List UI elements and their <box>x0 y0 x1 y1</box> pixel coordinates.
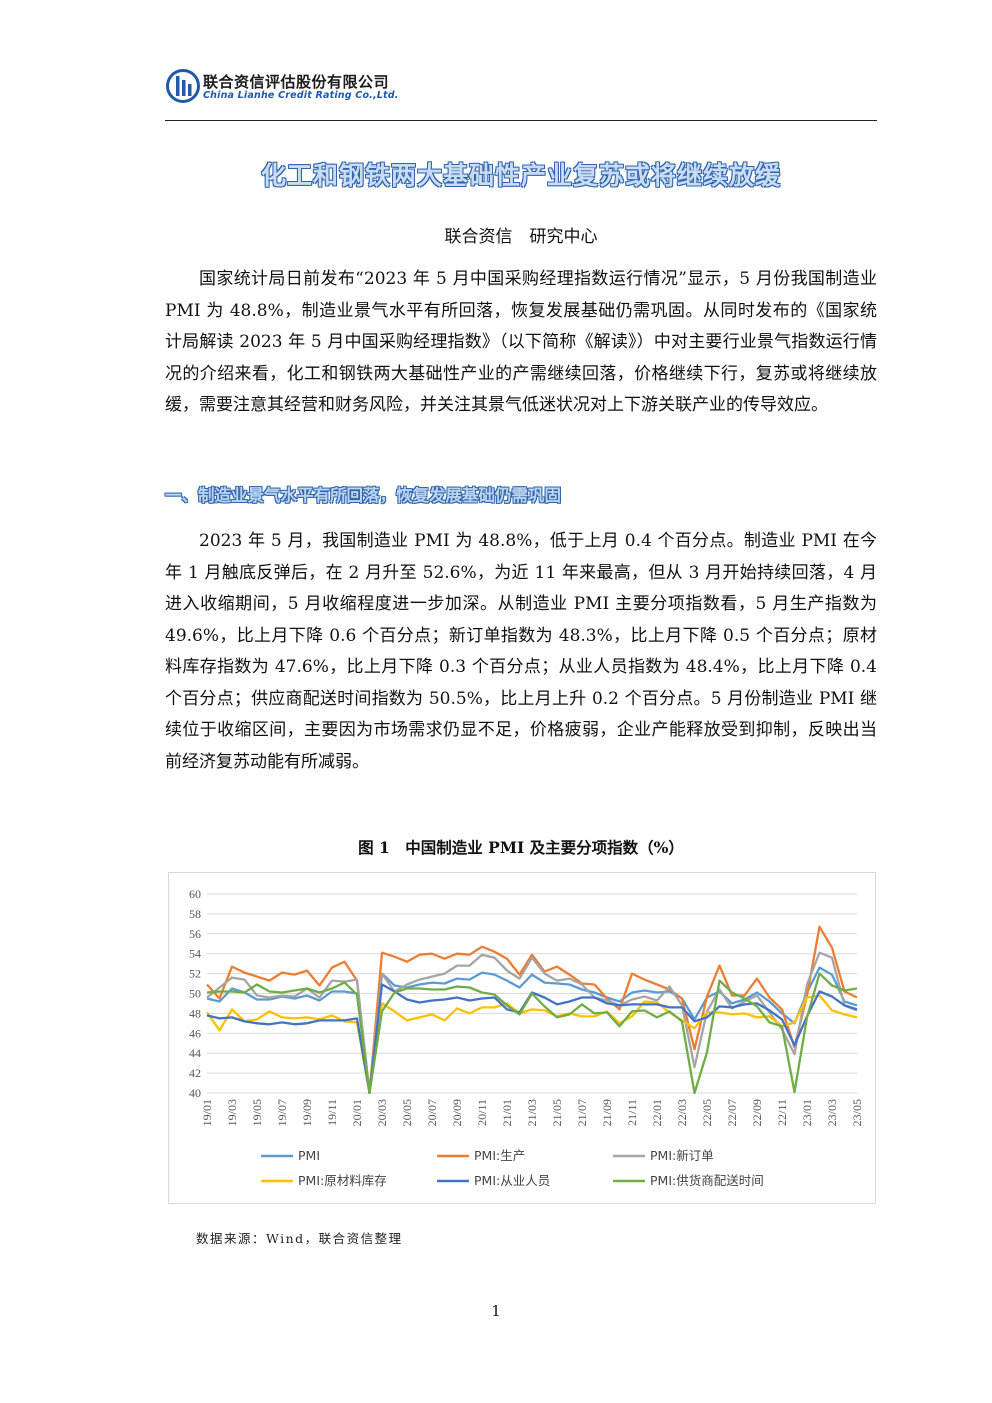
figure-caption: 图 1 中国制造业 PMI 及主要分项指数（%） <box>358 838 684 857</box>
page-header: 联合资信评估股份有限公司 China Lianhe Credit Rating … <box>165 64 877 121</box>
x-tick-label: 20/03 <box>375 1099 389 1126</box>
x-tick-label: 23/01 <box>800 1099 814 1126</box>
legend-label: PMI:生产 <box>474 1148 525 1163</box>
document-title: 化工和钢铁两大基础性产业复苏或将继续放缓 <box>260 161 781 190</box>
y-tick-label: 42 <box>189 1066 201 1080</box>
chart-legend: PMI PMI:生产 PMI:新订单 PMI:原材料库存 PMI:从业人员 PMI:供货商… <box>261 1148 764 1188</box>
y-tick-label: 60 <box>189 887 201 901</box>
x-tick-label: 23/03 <box>825 1099 839 1126</box>
y-tick-label: 40 <box>189 1086 201 1100</box>
section-heading: 一、制造业景气水平有所回落，恢复发展基础仍需巩固 <box>165 486 561 505</box>
y-axis-ticks: 40 42 44 46 48 50 52 54 56 58 60 <box>189 887 201 1100</box>
x-tick-label: 22/01 <box>650 1099 664 1126</box>
x-tick-label: 21/05 <box>550 1099 564 1126</box>
x-tick-label: 23/05 <box>850 1099 864 1126</box>
legend-label: PMI:原材料库存 <box>298 1173 387 1188</box>
x-tick-label: 20/01 <box>350 1099 364 1126</box>
company-logo-icon <box>166 69 200 103</box>
document-author: 联合资信 研究中心 <box>444 227 598 247</box>
source-note: 数据来源：Wind，联合资信整理 <box>196 1231 403 1246</box>
pmi-line-chart: 40 42 44 46 48 50 52 54 56 58 60 19/01 19/03 19/05 19… <box>168 872 876 1204</box>
x-tick-label: 19/11 <box>325 1099 339 1126</box>
x-tick-label: 20/11 <box>475 1099 489 1126</box>
x-tick-label: 20/07 <box>425 1099 439 1126</box>
chart-series <box>206 925 858 1095</box>
legend-label: PMI:供货商配送时间 <box>650 1173 764 1188</box>
x-tick-label: 20/05 <box>400 1099 414 1126</box>
x-tick-label: 21/09 <box>600 1099 614 1126</box>
x-tick-label: 22/03 <box>675 1099 689 1126</box>
company-name-cn: 联合资信评估股份有限公司 <box>203 73 390 91</box>
y-tick-label: 52 <box>189 967 201 981</box>
x-tick-label: 19/01 <box>200 1099 214 1126</box>
y-tick-label: 58 <box>189 907 201 921</box>
x-tick-label: 22/11 <box>775 1099 789 1126</box>
chart-grid <box>207 893 857 1094</box>
x-tick-label: 19/07 <box>275 1099 289 1126</box>
body-paragraph: 2023 年 5 月，我国制造业 PMI 为 48.8%，低于上月 0.4 个百… <box>165 531 877 772</box>
x-tick-label: 21/11 <box>625 1099 639 1126</box>
company-name-en: China Lianhe Credit Rating Co.,Ltd. <box>203 90 399 101</box>
x-tick-label: 19/09 <box>300 1099 314 1126</box>
x-tick-label: 22/09 <box>750 1099 764 1126</box>
series-line-PMI <box>206 966 858 1095</box>
x-tick-label: 21/03 <box>525 1099 539 1126</box>
x-tick-label: 19/03 <box>225 1099 239 1126</box>
x-tick-label: 19/05 <box>250 1099 264 1126</box>
y-tick-label: 54 <box>189 947 201 961</box>
y-tick-label: 56 <box>189 927 201 941</box>
x-tick-label: 21/07 <box>575 1099 589 1126</box>
x-axis-ticks: 19/01 19/03 19/05 19/07 19/09 19/11 20/01 20/03… <box>200 1099 864 1126</box>
y-tick-label: 46 <box>189 1026 201 1040</box>
legend-label: PMI:新订单 <box>650 1148 714 1163</box>
y-tick-label: 48 <box>189 1006 201 1020</box>
intro-paragraph: 国家统计局日前发布“2023 年 5 月中国采购经理指数运行情况”显示，5 月份… <box>165 269 877 415</box>
legend-label: PMI:从业人员 <box>474 1173 550 1188</box>
x-tick-label: 20/09 <box>450 1099 464 1126</box>
x-tick-label: 22/05 <box>700 1099 714 1126</box>
page-number: 1 <box>491 1302 501 1320</box>
series-line-production <box>206 925 858 1095</box>
series-line-raw_inventory <box>206 994 858 1095</box>
y-tick-label: 50 <box>189 987 201 1001</box>
x-tick-label: 21/01 <box>500 1099 514 1126</box>
series-line-delivery <box>206 972 858 1095</box>
series-line-new_orders <box>206 951 858 1095</box>
y-tick-label: 44 <box>189 1046 201 1060</box>
legend-label: PMI <box>298 1148 320 1163</box>
x-tick-label: 22/07 <box>725 1099 739 1126</box>
